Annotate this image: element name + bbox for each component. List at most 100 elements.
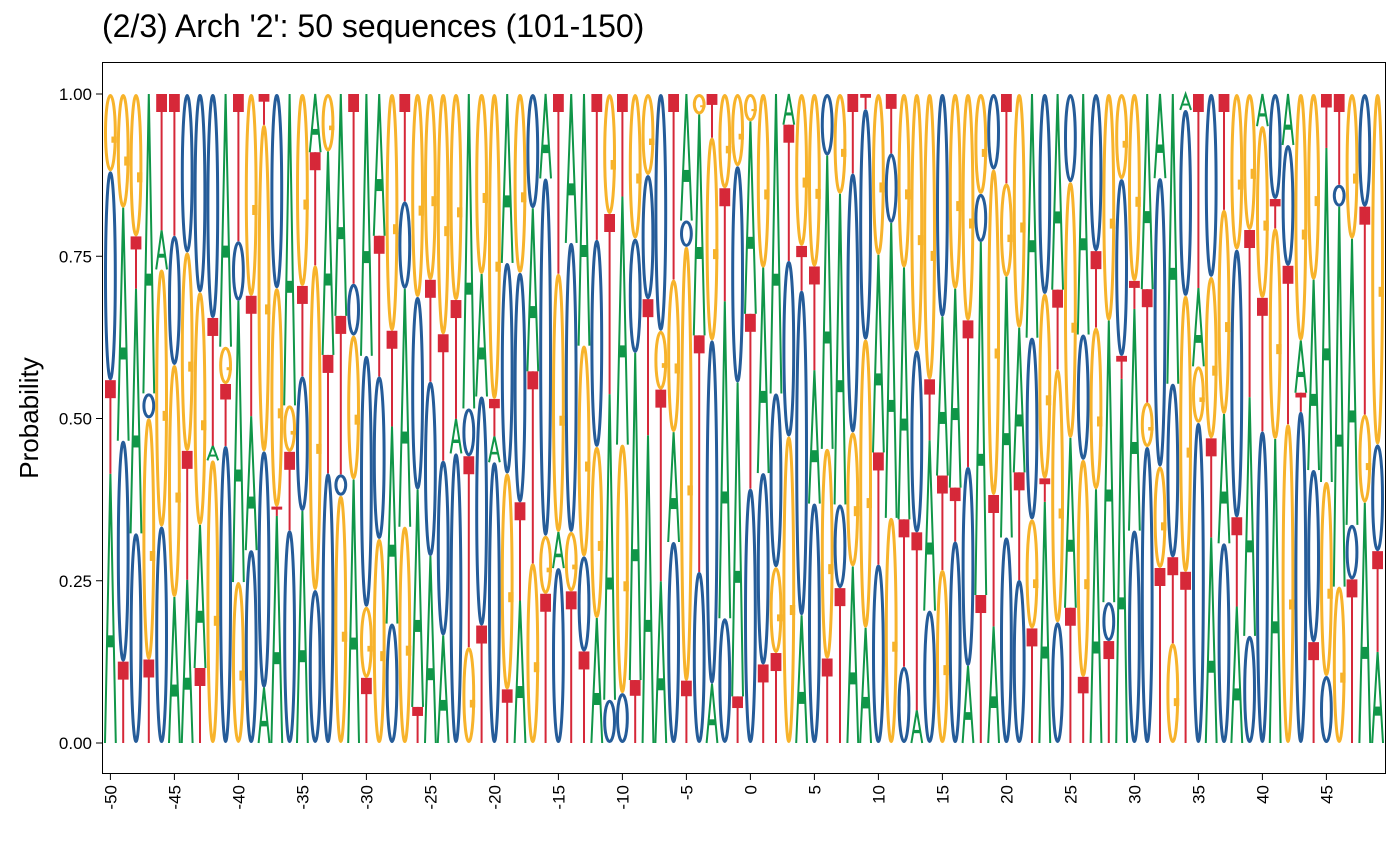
logo-letter-C-pos--40 xyxy=(232,241,245,301)
y-tick-label: 1.00 xyxy=(59,85,92,104)
logo-letter-G-pos--26 xyxy=(411,93,425,297)
logo-letter-A-pos-17 xyxy=(961,665,975,744)
logo-letter-C-pos-24 xyxy=(1051,622,1064,743)
logo-letter-G-pos-34 xyxy=(1179,295,1192,572)
logo-letter-C-pos-2 xyxy=(769,393,783,568)
logo-letter-T-pos--29 xyxy=(373,235,385,377)
logo-letter-A-pos-3 xyxy=(782,93,796,125)
logo-letter-A-pos-35 xyxy=(1192,287,1205,367)
logo-letter-T-pos-5 xyxy=(809,266,820,371)
logo-letter-A-pos-8 xyxy=(846,566,860,744)
logo-letter-T-pos-35 xyxy=(1193,94,1204,289)
logo-letter-A-pos-49 xyxy=(1371,651,1384,744)
logo-letter-A-pos-16 xyxy=(948,288,962,488)
logo-letter-T-pos-30 xyxy=(1129,280,1140,309)
logo-letter-T-pos--37 xyxy=(271,506,283,516)
logo-letter-G-pos-48 xyxy=(1358,414,1372,503)
logo-letter-G-pos-11 xyxy=(884,517,898,744)
logo-letter-A-pos--42 xyxy=(206,442,220,461)
logo-letter-C-pos--19 xyxy=(500,262,514,474)
x-tick-label: 10 xyxy=(869,785,888,804)
logo-letter-G-pos--40 xyxy=(232,582,245,744)
logo-letter-G-pos--25 xyxy=(424,93,437,280)
logo-letter-T-pos--44 xyxy=(181,450,193,580)
y-axis-label: Probability xyxy=(14,357,44,478)
logo-letter-T-pos--21 xyxy=(476,625,487,743)
logo-letter-G-pos--32 xyxy=(334,495,348,743)
logo-letter-T-pos--4 xyxy=(693,335,705,573)
logo-letter-A-pos--44 xyxy=(180,579,194,744)
logo-letter-T-pos-19 xyxy=(988,494,999,627)
logo-letter-G-pos--39 xyxy=(244,94,258,296)
logo-letter-A-pos--10 xyxy=(616,196,629,445)
logo-letter-T-pos--38 xyxy=(258,94,270,125)
logo-letter-A-pos--16 xyxy=(539,93,552,179)
logo-letter-T-pos--15 xyxy=(553,94,564,274)
logo-letter-C-pos--6 xyxy=(667,541,680,743)
logo-letter-C-pos--46 xyxy=(155,526,169,744)
logo-letter-A-pos-34 xyxy=(1179,90,1192,111)
logo-letter-C-pos--48 xyxy=(129,533,143,743)
logo-letter-T-pos--16 xyxy=(540,593,551,743)
logo-letter-T-pos-41 xyxy=(1269,199,1281,229)
logo-letter-A-pos--24 xyxy=(436,635,450,744)
logo-letter-A-pos-6 xyxy=(820,155,834,449)
logo-letter-A-pos-10 xyxy=(872,254,885,453)
logo-letter-C-pos--14 xyxy=(564,242,578,532)
logo-letter-G-pos--38 xyxy=(257,124,271,452)
logo-letter-G-pos--10 xyxy=(616,444,629,694)
logo-letter-A-pos-4 xyxy=(795,615,808,744)
logo-letter-C-pos-37 xyxy=(1217,543,1231,743)
logo-letter-C-pos-39 xyxy=(1243,635,1256,743)
logo-letter-C-pos-34 xyxy=(1179,109,1192,296)
x-tick-label: 25 xyxy=(1061,785,1080,804)
logo-letter-G-pos-40 xyxy=(1256,126,1269,298)
logo-letter-T-pos-12 xyxy=(898,519,910,667)
logo-letter-A-pos-23 xyxy=(1038,501,1052,744)
logo-letter-G-pos-14 xyxy=(923,94,936,380)
logo-letter-C-pos--10 xyxy=(616,693,629,743)
logo-letter-T-pos--20 xyxy=(489,398,500,437)
logo-letter-G-pos-29 xyxy=(1115,94,1128,180)
logo-letter-A-pos-15 xyxy=(936,316,949,476)
logo-letter-C-pos--22 xyxy=(462,408,476,457)
logo-letter-C-pos--16 xyxy=(539,178,552,536)
logo-letter-T-pos-15 xyxy=(937,475,948,570)
logo-letter-G-pos-23 xyxy=(1038,293,1052,479)
logo-letter-T-pos--32 xyxy=(335,315,347,475)
logo-letter-A-pos-30 xyxy=(1128,308,1141,531)
logo-letter-A-pos--15 xyxy=(552,531,565,569)
logo-letter-A-pos--8 xyxy=(641,435,655,744)
logo-letter-C-pos--30 xyxy=(360,355,373,607)
logo-letter-A-pos--6 xyxy=(667,432,680,543)
logo-letter-G-pos-27 xyxy=(1089,327,1103,490)
logo-letter-A-pos--18 xyxy=(513,600,527,744)
logo-letter-C-pos-16 xyxy=(948,541,962,744)
logo-letter-G-pos--17 xyxy=(526,563,540,743)
logo-letter-G-pos-4 xyxy=(795,93,808,246)
logo-letter-G-pos--24 xyxy=(436,94,450,335)
logo-letter-G-pos--18 xyxy=(513,94,527,273)
logo-letter-A-pos-44 xyxy=(1307,279,1320,471)
logo-letter-A-pos--21 xyxy=(475,273,488,397)
logo-letter-T-pos-48 xyxy=(1359,206,1371,415)
logo-letter-C-pos--21 xyxy=(475,396,489,626)
logo-letter-A-pos--33 xyxy=(321,151,335,355)
logo-letter-T-pos-8 xyxy=(847,94,859,174)
logo-letter-T-pos-43 xyxy=(1295,392,1307,412)
logo-letter-T-pos--1 xyxy=(732,696,743,743)
logo-letter-A-pos-25 xyxy=(1064,437,1077,608)
logo-letter-G-pos-37 xyxy=(1217,209,1231,414)
logo-letter-T-pos--24 xyxy=(437,334,449,461)
logo-letter-T-pos-23 xyxy=(1039,478,1051,502)
logo-letter-T-pos--50 xyxy=(105,380,116,474)
logo-letter-G-pos--31 xyxy=(347,335,361,480)
logo-letter-A-pos-28 xyxy=(1102,320,1116,603)
logo-letter-T-pos-25 xyxy=(1065,607,1076,743)
logo-letter-T-pos-7 xyxy=(834,588,846,743)
logo-letter-G-pos-6 xyxy=(820,448,834,659)
logo-letter-G-pos-5 xyxy=(808,94,821,267)
logo-letter-C-pos--41 xyxy=(219,445,233,743)
logo-letter-T-pos-27 xyxy=(1090,251,1102,328)
logo-letter-T-pos-2 xyxy=(770,653,782,743)
